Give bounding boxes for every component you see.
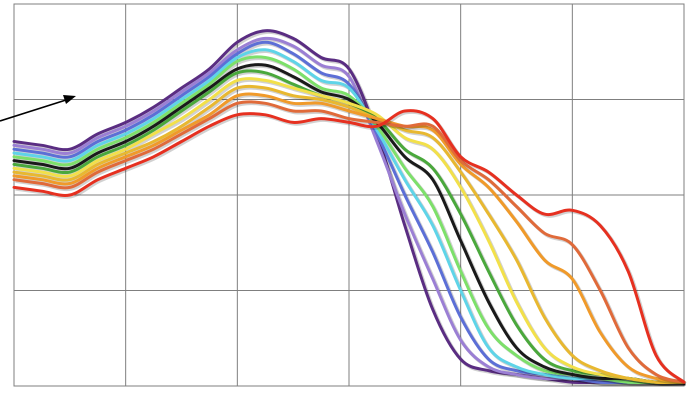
series-line-10 (12, 92, 686, 384)
series-line-8 (12, 77, 686, 384)
series-line-11 (12, 100, 686, 384)
series-group (12, 29, 687, 386)
series-line-6 (12, 63, 686, 384)
series-line-9 (12, 84, 686, 384)
series-line-4 (12, 48, 686, 384)
arrow-line (0, 99, 67, 122)
annotation-arrow (0, 95, 76, 122)
series-line-1 (12, 29, 686, 384)
arrow-head-icon (63, 95, 76, 104)
series-line-12 (12, 109, 686, 384)
